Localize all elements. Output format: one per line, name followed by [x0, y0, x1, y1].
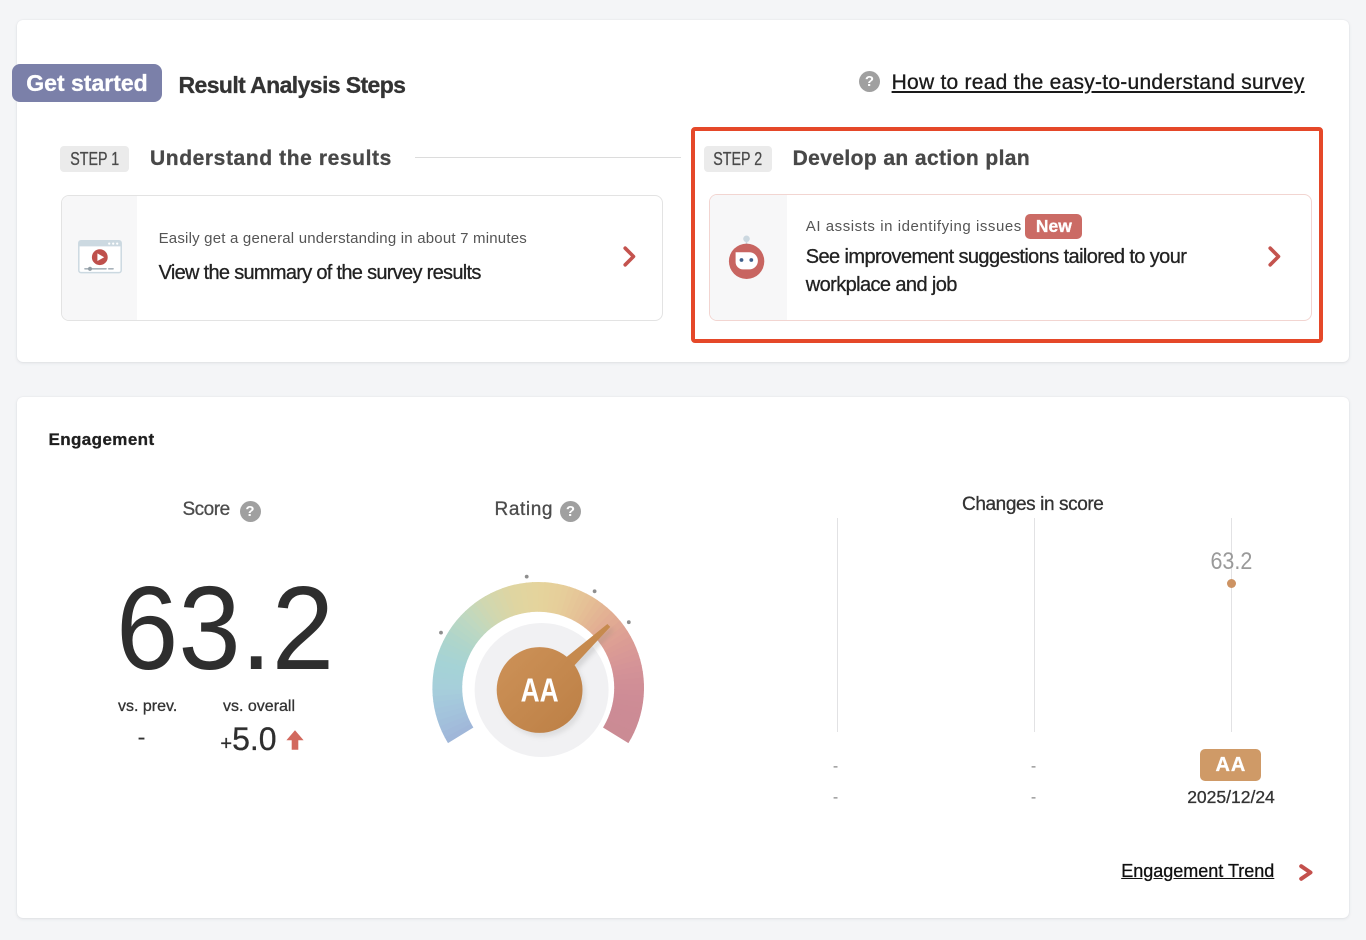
svg-text:AA: AA	[521, 672, 559, 709]
